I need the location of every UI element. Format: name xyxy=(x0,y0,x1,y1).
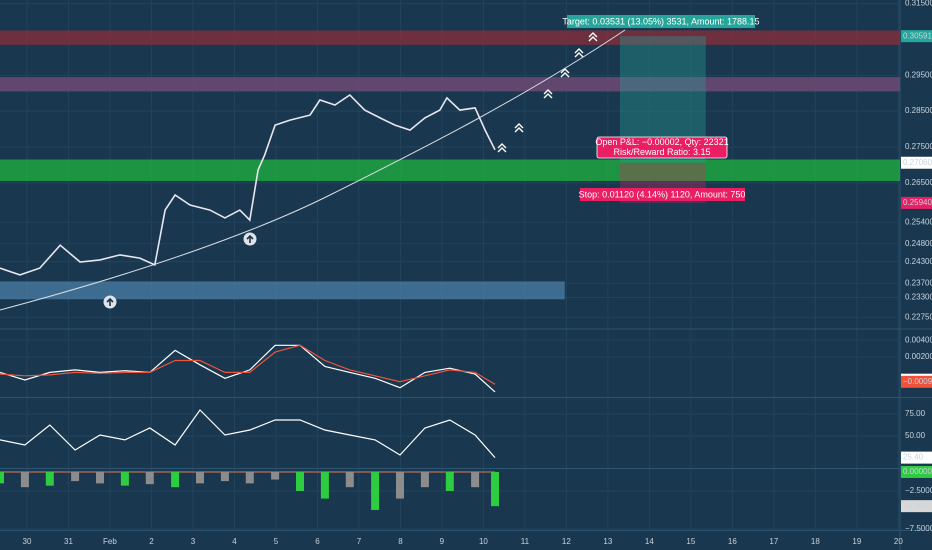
y-tick-label: 0.22750 xyxy=(905,312,932,321)
y-tick-label: 0.29500 xyxy=(905,70,932,79)
bar xyxy=(145,471,154,485)
bar xyxy=(20,471,29,488)
y-tick-label: 0.24800 xyxy=(905,239,932,248)
y-tick-label: 0.25400 xyxy=(905,217,932,226)
y-tick-label: 0.23300 xyxy=(905,293,932,302)
x-tick-label: 3 xyxy=(191,537,196,546)
bar xyxy=(271,471,280,480)
bar xyxy=(245,471,254,484)
price-badge xyxy=(901,156,932,169)
bar xyxy=(120,471,129,486)
x-tick-label: 11 xyxy=(521,537,530,546)
risk-reward-label: Risk/Reward Ratio: 3.15 xyxy=(613,147,710,157)
price-badge-label: 0.25940 xyxy=(903,198,932,207)
bar xyxy=(320,471,329,499)
price-badge-label: −0.00091 xyxy=(903,377,932,386)
price-badge xyxy=(901,465,932,478)
line-series xyxy=(0,93,496,276)
price-badge-label: 25.40 xyxy=(903,453,924,462)
price-badge xyxy=(901,196,932,209)
zone xyxy=(0,30,900,45)
bar xyxy=(345,471,354,488)
x-tick-label: 17 xyxy=(769,537,778,546)
x-tick-label: 6 xyxy=(315,537,320,546)
x-tick-label: 31 xyxy=(64,537,73,546)
bar xyxy=(45,471,54,486)
bar xyxy=(0,471,4,484)
price-badge xyxy=(901,451,932,464)
x-tick-label: 10 xyxy=(479,537,488,546)
x-tick-label: 2 xyxy=(149,537,154,546)
zone xyxy=(0,281,565,300)
pnl-box xyxy=(596,136,728,159)
chevrons xyxy=(497,32,598,153)
y-tick-label: 0.27500 xyxy=(905,142,932,151)
trend-curve xyxy=(0,29,626,311)
price-badge xyxy=(901,375,932,388)
y-tick-label: 0.23700 xyxy=(905,278,932,287)
y-tick-label: 75.00 xyxy=(905,409,926,418)
price-badge-label: 0.30591 xyxy=(903,31,932,40)
y-tick-label: 0.26500 xyxy=(905,178,932,187)
bar xyxy=(196,471,204,484)
y-tick-label: 0.28500 xyxy=(905,106,932,115)
y-tick-label: 0.00400 xyxy=(905,335,932,344)
x-tick-label: 20 xyxy=(894,537,903,546)
x-tick-label: 8 xyxy=(398,537,403,546)
signal-arrows xyxy=(103,232,257,309)
x-tick-label: 9 xyxy=(440,537,445,546)
x-tick-label: 13 xyxy=(603,537,612,546)
bar xyxy=(71,471,80,482)
x-tick-label: 18 xyxy=(811,537,820,546)
bar xyxy=(420,471,429,488)
x-tick-label: 16 xyxy=(728,537,737,546)
x-tick-label: 4 xyxy=(232,537,237,546)
price-badge-label: 0.27060 xyxy=(903,158,932,167)
bar xyxy=(296,471,304,491)
bar xyxy=(371,471,380,510)
x-tick-label: 7 xyxy=(357,537,362,546)
x-tick-label: 19 xyxy=(852,537,861,546)
bar xyxy=(491,471,500,507)
zone xyxy=(0,77,900,92)
price-badge xyxy=(901,30,932,43)
target-label-box xyxy=(567,15,755,28)
bar xyxy=(171,471,180,488)
x-tick-label: 15 xyxy=(686,537,695,546)
price-badge xyxy=(901,500,932,513)
bar xyxy=(445,471,454,491)
line-series xyxy=(0,409,496,458)
bar xyxy=(96,471,104,484)
bar xyxy=(220,471,229,482)
open-pnl-label: Open P&L: −0.00002, Qty: 22321 xyxy=(595,137,728,147)
y-tick-label: 0.00200 xyxy=(905,352,932,361)
y-tick-label: 0.31500 xyxy=(905,0,932,8)
y-tick-label: 0.24300 xyxy=(905,257,932,266)
price-badge-label: −4.49477 xyxy=(903,501,932,510)
x-tick-label: 12 xyxy=(562,537,571,546)
x-tick-label: 5 xyxy=(274,537,279,546)
bar xyxy=(396,471,404,499)
stop-label-box xyxy=(580,188,745,201)
x-tick-label: 30 xyxy=(23,537,32,546)
price-badge-label: 0.00000 xyxy=(903,467,932,476)
y-tick-label: 50.00 xyxy=(905,431,926,440)
x-tick-label: 14 xyxy=(645,537,654,546)
bar xyxy=(471,471,480,488)
stop-label: Stop: 0.01120 (4.14%) 1120, Amount: 750 xyxy=(579,189,746,199)
x-tick-label: Feb xyxy=(103,537,117,546)
line-series xyxy=(0,344,496,385)
target-label: Target: 0.03531 (13.05%) 3531, Amount: 1… xyxy=(562,16,759,26)
zone xyxy=(0,159,900,182)
